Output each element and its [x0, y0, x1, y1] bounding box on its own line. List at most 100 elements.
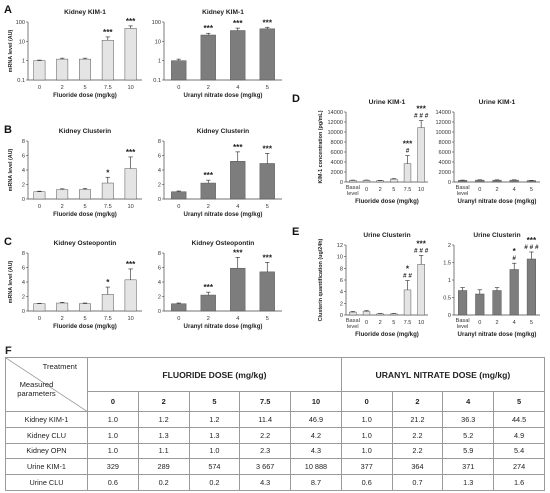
x-tick-label: 4 — [513, 320, 516, 326]
x-tick-label: 4 — [236, 85, 239, 91]
table-cell: 11.4 — [239, 411, 292, 428]
y-tick-label: 2000 — [439, 170, 451, 176]
y-tick-label: 10000 — [327, 130, 343, 136]
x-tick-label: 2 — [379, 320, 382, 326]
significance-stars: *** — [416, 240, 426, 249]
y-axis-label: mRNA level (AU) — [8, 148, 14, 191]
significance-stars: * — [406, 265, 410, 274]
x-axis-label: Uranyl nitrate dose (mg/kg) — [184, 92, 263, 99]
chart-title: Kidney KIM-1 — [202, 9, 244, 16]
x-tick-label: 7.5 — [104, 316, 112, 322]
y-tick-label: 6 — [22, 154, 25, 160]
significance-stars: * — [513, 247, 517, 256]
x-tick-label: 0 — [478, 320, 481, 326]
significance-stars: *** — [262, 18, 272, 27]
panel-label-c: C — [4, 236, 12, 248]
hash-mark: # # # — [524, 244, 539, 251]
chart-title: Kidney KIM-1 — [64, 9, 106, 16]
hash-mark: # — [406, 148, 410, 155]
y-tick-label: 6 — [22, 266, 25, 272]
significance-stars: *** — [103, 28, 113, 37]
y-tick-label: 0 — [22, 309, 25, 315]
bar — [390, 178, 398, 183]
x-tick-label: 4 — [513, 187, 516, 193]
row-label: Kidney CLU — [5, 426, 88, 444]
significance-stars: *** — [126, 148, 136, 157]
y-tick-label: 2000 — [331, 170, 343, 176]
bar — [33, 303, 46, 312]
x-tick-label: 5 — [83, 316, 86, 322]
table-row: Urine CLU 0.6 0.2 0.2 4.3 8.7 0.6 0.7 1.3 1.6 — [5, 474, 545, 491]
table-cell: 1.0 — [340, 411, 393, 428]
significance-stars: *** — [403, 140, 413, 149]
bar — [79, 189, 91, 200]
y-tick-label: 4 — [340, 290, 343, 296]
treatment-header: Treatment — [42, 362, 77, 371]
x-tick-label: 10 — [418, 320, 424, 326]
y-tick-label: 14000 — [435, 110, 451, 116]
table-cell: 0.7 — [391, 474, 444, 491]
y-tick-label: 2 — [448, 243, 451, 249]
table-cell: 1.6 — [493, 474, 545, 491]
y-tick-label: 6 — [158, 154, 161, 160]
y-tick-label: 12000 — [327, 120, 343, 126]
table-cell: 5.9 — [442, 442, 495, 460]
table-cell: 1.3 — [188, 426, 241, 444]
dose-header-cell: 5 — [493, 391, 545, 412]
x-tick-label: 2 — [495, 187, 498, 193]
y-tick-label: 8 — [158, 251, 161, 257]
bar — [101, 39, 114, 81]
significance-stars: *** — [233, 19, 243, 28]
table-cell: 1.0 — [340, 426, 393, 444]
table-cell: 274 — [493, 458, 545, 476]
y-tick-label: 100 — [152, 20, 161, 26]
y-tick-label: 10 — [337, 255, 343, 261]
chart-d1: Urine KIM-1 0 2000 4000 6000 8000 10000 12000 14… — [318, 99, 429, 205]
significance-stars: * — [106, 168, 110, 177]
table-cell: 1.2 — [188, 411, 241, 428]
bar — [124, 28, 137, 81]
bar — [362, 311, 371, 316]
table-cell: 1.3 — [442, 474, 495, 491]
bar — [200, 34, 216, 81]
y-tick-label: 6 — [158, 266, 161, 272]
bar — [259, 163, 275, 200]
y-tick-label: 0 — [448, 180, 451, 186]
chart-a2: Kidney KIM-1 0.1 1 10 100 0 2 4 5 *** *** *** Uranyl… — [152, 9, 282, 99]
table-cell: 1.1 — [137, 442, 190, 460]
y-tick-label: 0 — [340, 313, 343, 319]
bar — [417, 264, 425, 316]
x-tick-label: 0 — [365, 187, 368, 193]
bar — [171, 60, 187, 81]
bar — [475, 179, 485, 183]
table-cell: 4.3 — [290, 442, 342, 460]
significance-stars: *** — [203, 24, 213, 33]
bar — [458, 290, 468, 316]
x-tick-label: Basal — [346, 318, 360, 324]
y-tick-label: 8 — [158, 139, 161, 145]
table-cell: 2.2 — [391, 426, 444, 444]
table-row: Kidney CLU 1.0 1.3 1.3 2.2 4.2 1.0 2.2 5.2 4.9 — [5, 426, 545, 444]
x-tick-label: 10 — [127, 316, 133, 322]
x-tick-label: 2 — [379, 187, 382, 193]
table-row: Kidney OPN 1.0 1.1 1.0 2.3 4.3 1.0 2.2 5.9 5.4 — [5, 442, 545, 460]
table-cell: 1.0 — [87, 442, 139, 460]
y-tick-label: 1.5 — [443, 261, 451, 267]
y-axis-label: Clusterin quantification (ug/24h) — [318, 238, 324, 321]
dose-header-row: 0 2 5 7.5 10 0 2 4 5 — [6, 391, 545, 412]
chart-b1: Kidney Clusterin 0 2 4 6 8 mRNA level (AU) 0 2 5 7… — [8, 128, 142, 218]
chart-title: Kidney Clusterin — [59, 128, 111, 135]
panel-label-a: A — [4, 4, 12, 16]
y-axis-label: mRNA level (AU) — [8, 29, 14, 72]
table-cell: 4.9 — [493, 426, 545, 444]
significance-stars: *** — [262, 144, 272, 153]
y-tick-label: 4 — [22, 168, 25, 174]
x-axis-label: Fluoride dose (mg/kg) — [355, 331, 419, 338]
table-cell: 5.2 — [442, 426, 495, 444]
x-tick-label: 7.5 — [404, 187, 412, 193]
significance-stars: *** — [527, 236, 537, 245]
bar — [526, 258, 536, 316]
x-tick-label: level — [347, 191, 359, 197]
y-tick-label: 12 — [337, 243, 343, 249]
